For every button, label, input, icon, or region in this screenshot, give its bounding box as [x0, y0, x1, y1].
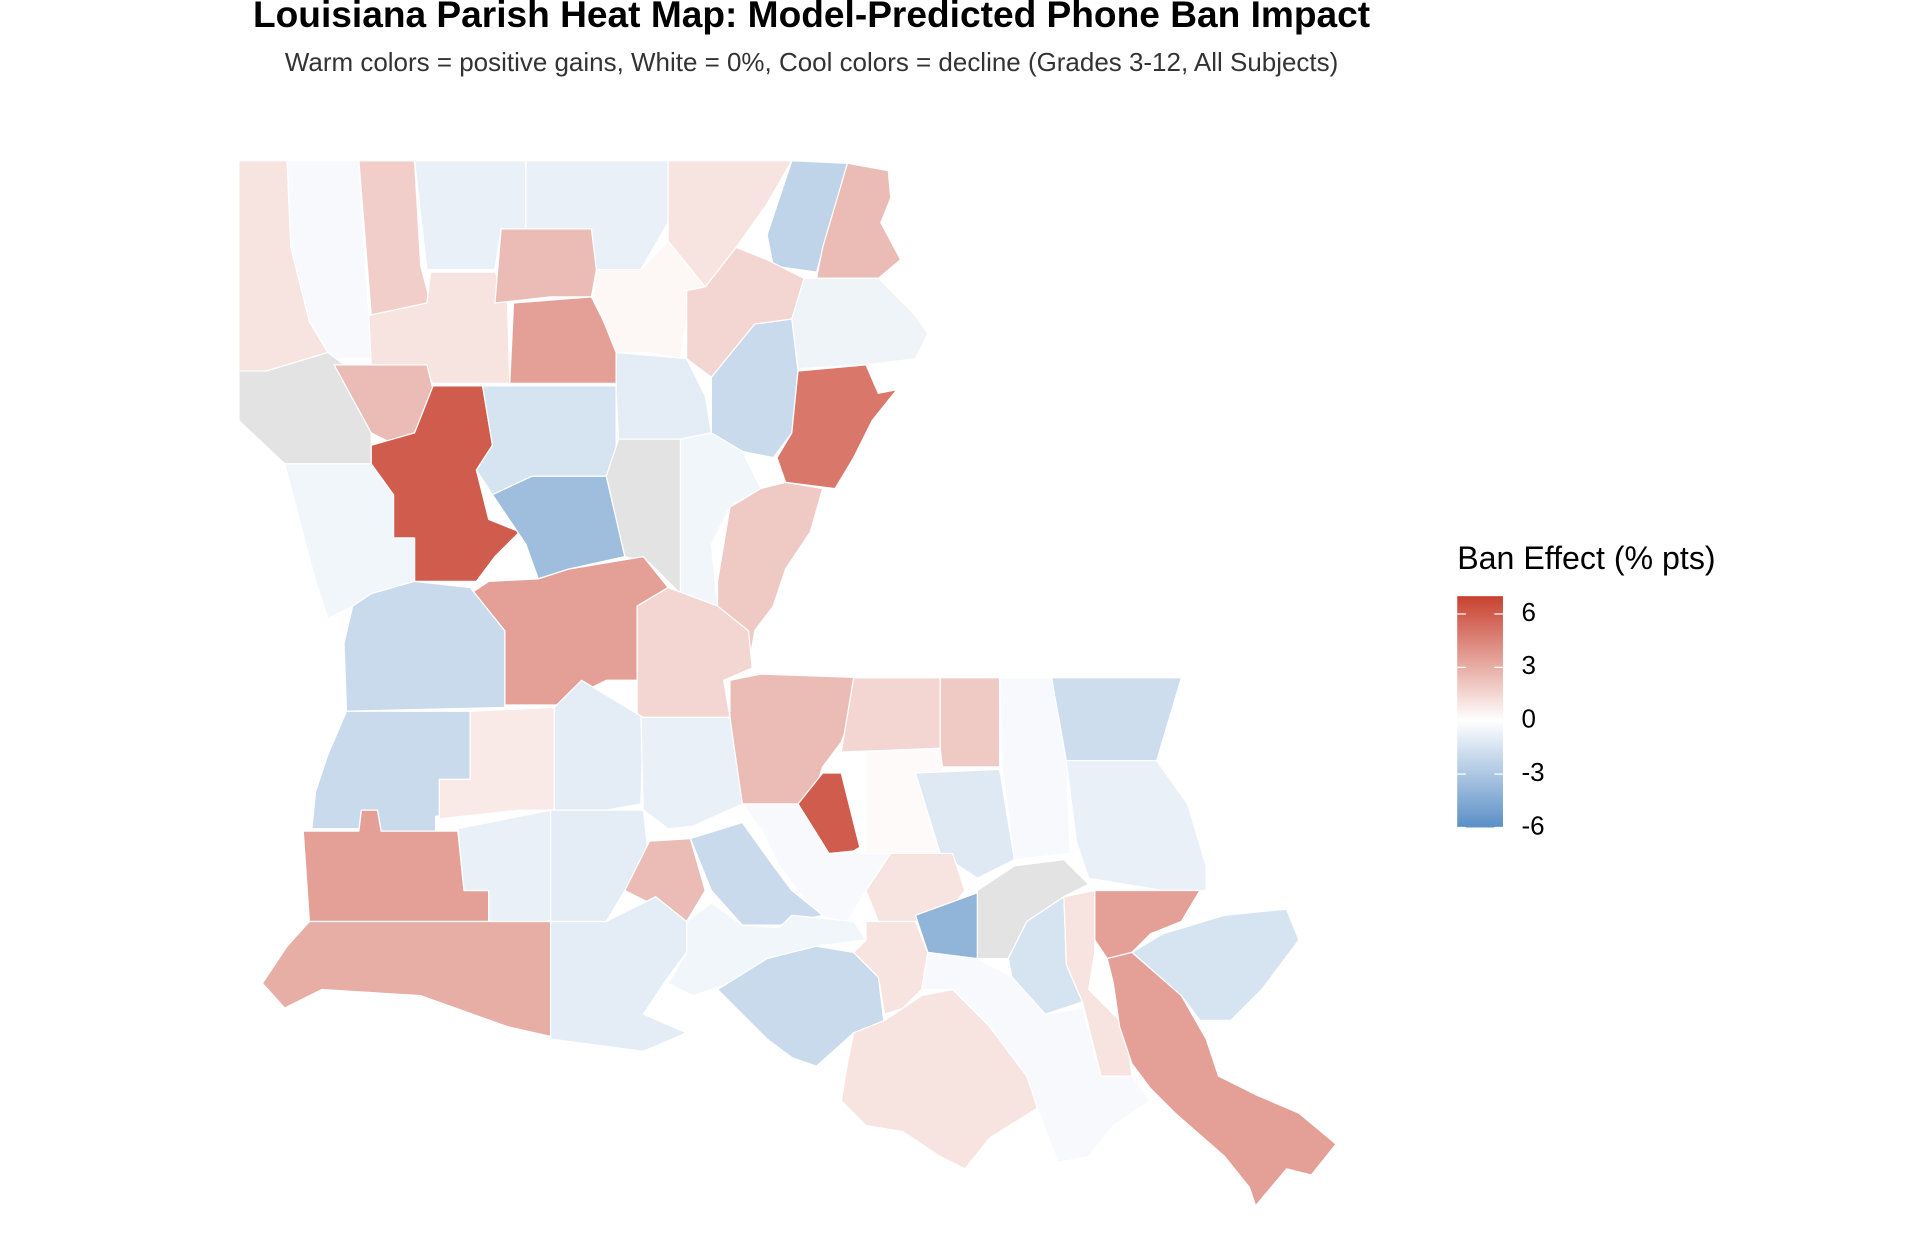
parish — [840, 677, 941, 753]
parish — [494, 228, 597, 304]
parish — [921, 951, 1152, 1164]
parish — [553, 679, 644, 811]
map — [238, 160, 1337, 1207]
parish — [1106, 951, 1337, 1207]
parish — [358, 160, 432, 317]
legend-tick-label: -6 — [1522, 810, 1545, 840]
parish — [261, 920, 552, 1038]
parish — [840, 988, 1040, 1170]
parish — [491, 475, 626, 580]
legend-tick-label: 0 — [1522, 704, 1536, 734]
parish — [741, 803, 892, 923]
parish — [640, 716, 743, 830]
parish — [914, 768, 1016, 879]
parish — [716, 481, 824, 669]
parish — [1065, 760, 1207, 892]
chart-title: Louisiana Parish Heat Map: Model-Predict… — [253, 0, 1370, 35]
legend-tick-label: 6 — [1522, 597, 1536, 627]
parish — [549, 896, 688, 1052]
legend-tick-label: 3 — [1522, 650, 1536, 680]
parish — [1050, 677, 1183, 762]
parish — [1094, 889, 1201, 960]
parish — [689, 821, 824, 926]
parish — [549, 809, 651, 923]
parish — [815, 162, 902, 279]
parish — [343, 580, 506, 712]
legend: Ban Effect (% pts) 6 3 0 -3 -6 — [1457, 540, 1716, 840]
parish — [853, 920, 929, 1015]
parish — [776, 364, 898, 490]
parish — [766, 160, 849, 273]
legend-tick-label: -3 — [1522, 757, 1545, 787]
parish — [939, 677, 1001, 768]
parish — [636, 586, 753, 719]
legend-colorbar — [1457, 596, 1503, 828]
legend-title: Ban Effect (% pts) — [1457, 540, 1715, 576]
chart-subtitle: Warm colors = positive gains, White = 0%… — [285, 47, 1338, 77]
parish — [791, 277, 929, 370]
parish — [1131, 908, 1300, 1022]
parish — [593, 240, 706, 360]
parish — [667, 902, 867, 997]
